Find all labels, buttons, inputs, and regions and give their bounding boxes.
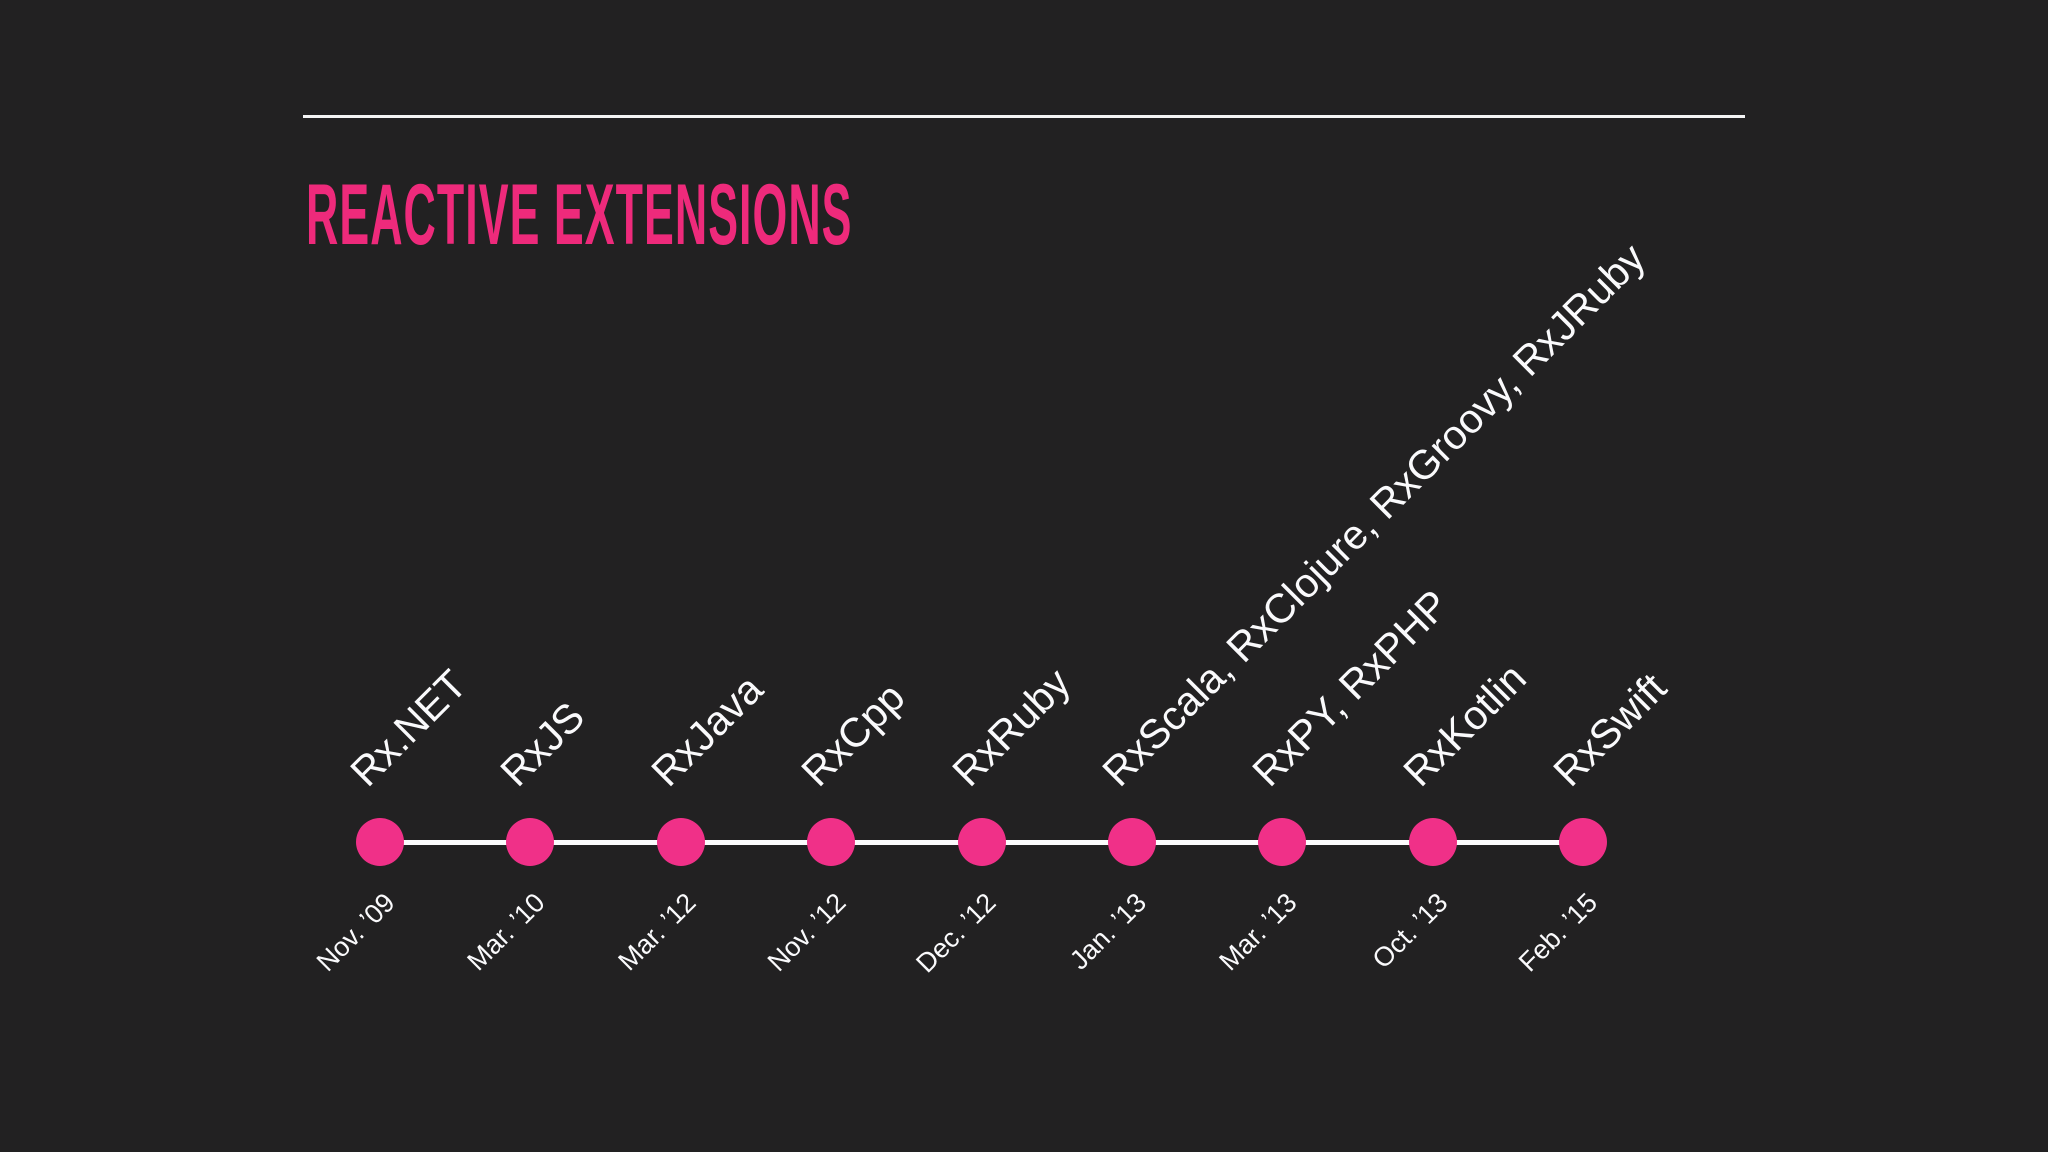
- timeline-dot: [1107, 818, 1156, 866]
- timeline-event-date: Mar. ’10: [461, 887, 551, 977]
- timeline-dot: [1408, 818, 1457, 866]
- timeline-event-label: RxKotlin: [1394, 654, 1535, 795]
- timeline-dot: [807, 818, 856, 866]
- timeline-event-label: Rx.NET: [341, 660, 476, 795]
- timeline-dot: [656, 818, 705, 866]
- timeline-event-date: Oct. ’13: [1366, 887, 1454, 975]
- timeline-dot: [957, 818, 1006, 866]
- title-divider-line: [303, 115, 1745, 118]
- timeline-event-label: RxSwift: [1544, 664, 1676, 795]
- timeline-event-date: Nov. ’12: [761, 887, 852, 978]
- timeline-dot: [506, 818, 555, 866]
- timeline-dot: [1559, 818, 1607, 866]
- timeline-event-label: RxJava: [642, 665, 772, 795]
- timeline-event-date: Mar. ’13: [1213, 887, 1303, 977]
- timeline-event-label: RxScala, RxClojure, RxGroovy, RxJRuby: [1093, 234, 1654, 795]
- slide-title: REACTIVE EXTENSIONS: [306, 167, 853, 263]
- timeline-dot: [1258, 818, 1307, 866]
- timeline-dot: [356, 818, 404, 866]
- timeline-event-date: Dec. ’12: [910, 887, 1003, 979]
- timeline-event-label: RxCpp: [792, 673, 914, 795]
- timeline-event-date: Jan. ’13: [1064, 887, 1153, 976]
- timeline-event-label: RxJS: [491, 693, 594, 795]
- timeline-event-date: Feb. ’15: [1513, 887, 1604, 978]
- timeline-event-date: Mar. ’12: [612, 887, 702, 977]
- timeline-event-label: RxRuby: [942, 659, 1079, 795]
- timeline-event-date: Nov. ’09: [310, 887, 401, 978]
